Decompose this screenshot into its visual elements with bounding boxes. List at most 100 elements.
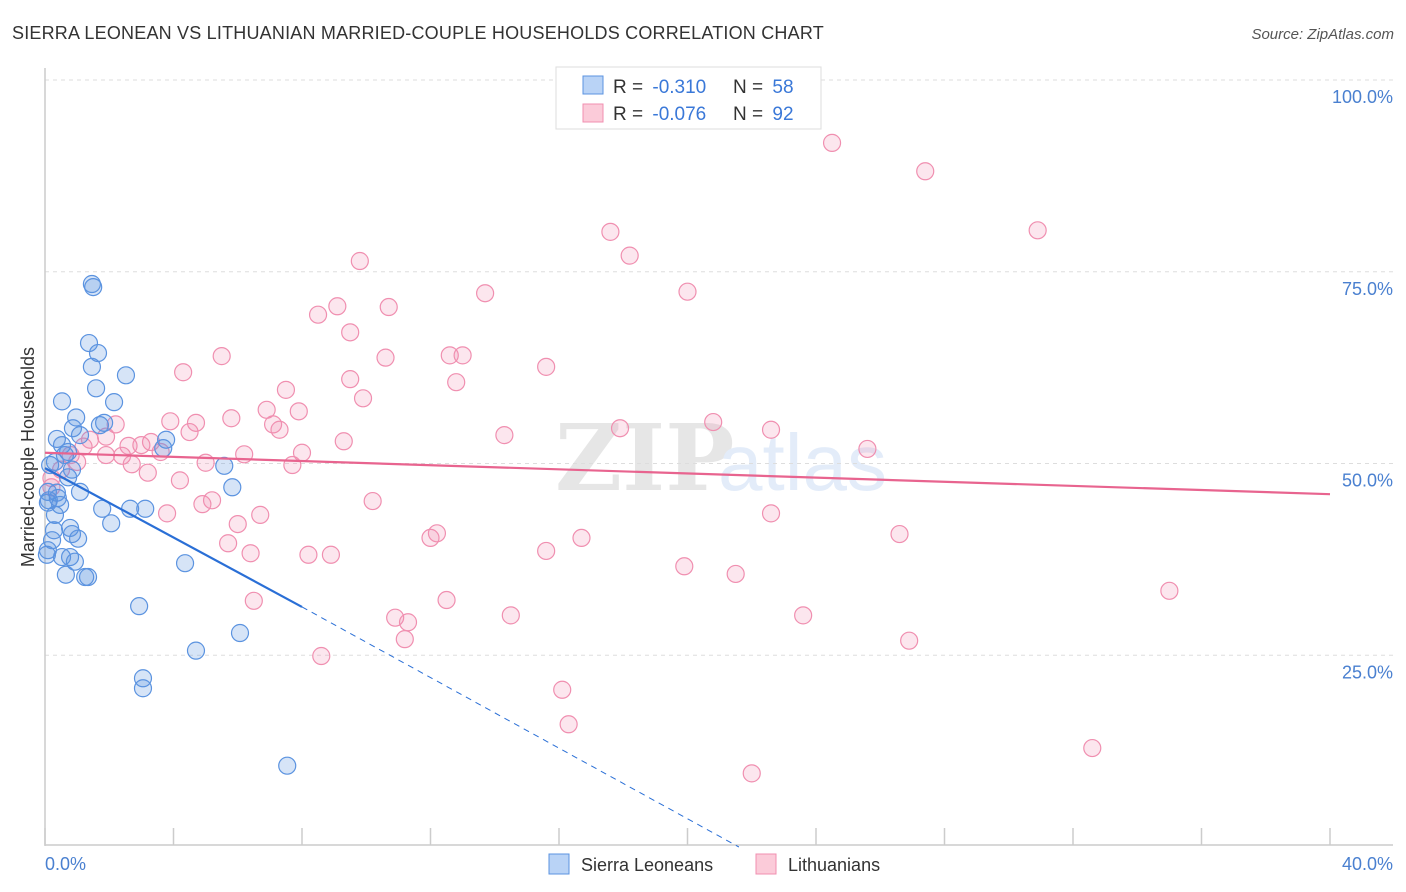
data-point — [620, 246, 639, 265]
data-point — [559, 715, 578, 734]
data-point — [37, 545, 57, 564]
data-point — [437, 590, 456, 610]
stat-r-label: R = — [613, 104, 648, 125]
data-point — [186, 413, 206, 432]
grid — [45, 79, 1393, 656]
stats-legend: R = -0.310 N = 58 R = -0.076 N = 92 — [555, 66, 822, 130]
data-point — [138, 463, 157, 482]
data-point — [334, 432, 353, 451]
data-point — [130, 597, 149, 616]
trend-line-extrapolated — [301, 606, 740, 848]
data-point — [222, 409, 241, 428]
data-point — [136, 499, 155, 518]
data-point — [312, 646, 331, 666]
data-point — [96, 427, 116, 446]
data-point — [270, 420, 289, 439]
data-point — [170, 471, 190, 490]
trend-line — [44, 451, 1331, 496]
stat-n-label: N = — [733, 104, 768, 125]
legend-label-sierra-leoneans: Sierra Leoneans — [581, 855, 713, 875]
data-point — [48, 488, 67, 508]
data-point — [82, 357, 102, 376]
data-point — [161, 412, 180, 431]
legend-label-lithuanians: Lithuanians — [788, 855, 880, 875]
data-point — [308, 305, 328, 324]
data-point — [440, 346, 459, 365]
legend-swatch-sierra-leoneans — [548, 853, 570, 875]
x-tick-label-max: 40.0% — [1342, 854, 1393, 874]
data-point — [82, 274, 102, 294]
data-point — [328, 297, 347, 316]
svg-text:R = -0.076: R = -0.076 — [613, 104, 706, 125]
data-point — [704, 412, 723, 432]
data-point — [610, 419, 630, 438]
data-point — [186, 641, 206, 660]
x-tick-label-min: 0.0% — [45, 854, 86, 874]
trend-lines — [44, 451, 1331, 848]
data-point — [55, 445, 75, 465]
data-point — [175, 554, 195, 573]
data-point — [104, 393, 124, 412]
x-ticks — [44, 828, 1331, 845]
data-point — [230, 623, 250, 643]
data-point — [59, 442, 78, 462]
data-point — [376, 348, 395, 367]
data-point — [251, 505, 270, 524]
data-point — [44, 521, 64, 540]
data-point — [56, 565, 75, 584]
data-point — [70, 426, 90, 445]
data-point — [675, 557, 694, 576]
stat-r-value: -0.310 — [652, 77, 706, 98]
data-point — [341, 323, 360, 342]
y-axis-label: Married-couple Households — [18, 347, 38, 567]
data-point — [501, 606, 520, 625]
data-point — [341, 370, 360, 389]
y-tick-label: 25.0% — [1342, 662, 1393, 682]
data-point — [761, 504, 781, 523]
y-tick-label: 75.0% — [1342, 279, 1393, 299]
stat-r-value: -0.076 — [652, 104, 706, 125]
data-point — [395, 630, 414, 649]
data-point — [678, 282, 697, 301]
data-point — [50, 495, 70, 515]
svg-text:R = -0.310: R = -0.310 — [613, 77, 706, 98]
svg-text:atlas: atlas — [718, 418, 887, 507]
data-point — [495, 426, 514, 445]
svg-text:N = 58: N = 58 — [733, 77, 794, 98]
data-point — [116, 366, 136, 385]
data-point — [742, 764, 761, 783]
data-point — [241, 544, 260, 563]
data-point — [67, 408, 86, 427]
data-point — [283, 455, 302, 475]
data-point — [133, 669, 153, 688]
data-point — [106, 415, 125, 434]
data-point — [321, 545, 341, 564]
legend-swatch-blue — [582, 75, 604, 95]
data-point — [572, 528, 591, 547]
trend-line — [44, 467, 303, 608]
data-point — [122, 455, 141, 474]
data-point — [174, 363, 193, 382]
data-point — [180, 422, 199, 442]
data-point — [65, 552, 84, 571]
stat-r-label: R = — [613, 77, 648, 98]
data-point — [215, 456, 234, 475]
data-point — [476, 284, 495, 303]
data-point — [132, 435, 151, 455]
data-point — [900, 631, 919, 650]
data-point — [154, 439, 173, 458]
data-point — [193, 495, 212, 514]
series-sierra-leoneans — [37, 274, 297, 775]
data-point — [90, 416, 110, 435]
stat-n-value: 92 — [772, 104, 793, 125]
data-point — [537, 357, 556, 376]
data-point — [202, 491, 222, 510]
legend-swatch-lithuanians — [755, 853, 777, 875]
data-point — [157, 504, 177, 523]
data-point — [84, 277, 103, 297]
stat-n-label: N = — [733, 77, 768, 98]
chart-source: Source: ZipAtlas.com — [1251, 26, 1394, 43]
data-point — [537, 541, 556, 561]
axes — [44, 68, 1393, 846]
